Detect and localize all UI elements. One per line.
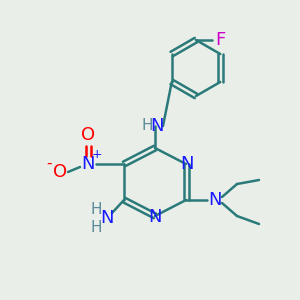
Text: O: O — [53, 163, 67, 181]
Text: F: F — [215, 31, 225, 49]
Text: N: N — [148, 208, 162, 226]
Text: N: N — [208, 191, 222, 209]
Text: N: N — [180, 155, 194, 173]
Text: H: H — [90, 220, 102, 235]
Text: H: H — [90, 202, 102, 217]
Text: N: N — [100, 209, 114, 227]
Text: N: N — [150, 117, 164, 135]
Text: N: N — [81, 155, 95, 173]
Text: O: O — [81, 126, 95, 144]
Text: H: H — [141, 118, 153, 134]
Text: +: + — [92, 148, 102, 161]
Text: -: - — [46, 155, 52, 170]
